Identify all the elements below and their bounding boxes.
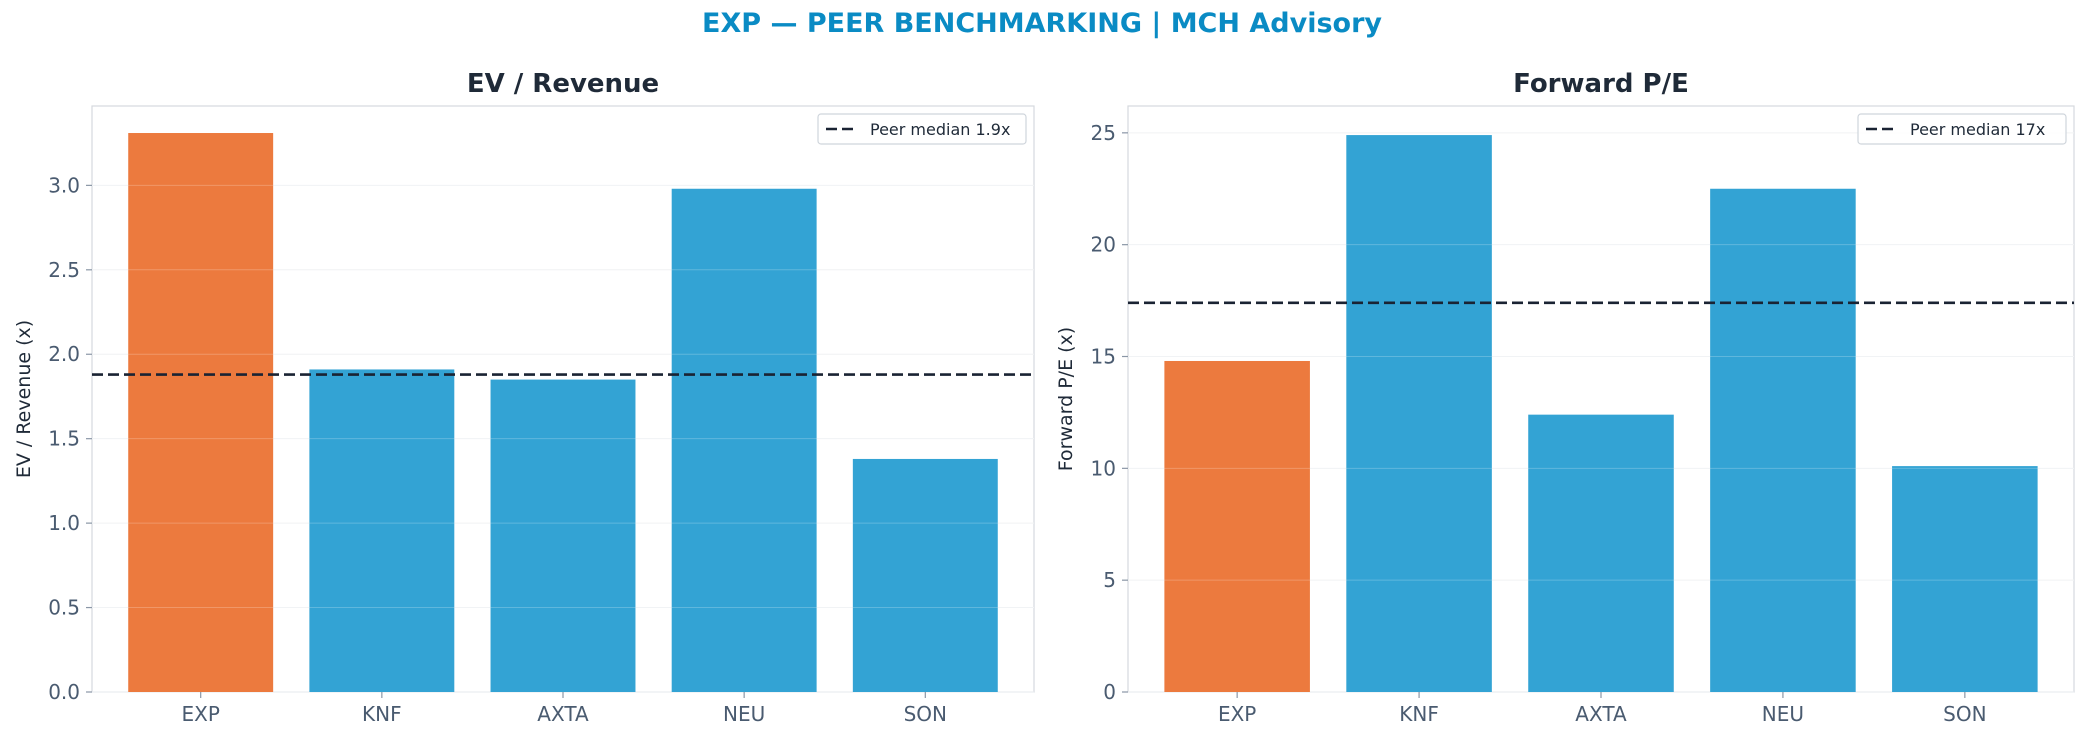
panel-2-ytick-label: 15 — [1091, 345, 1116, 369]
panel-2-xtick-label: SON — [1943, 702, 1986, 726]
panel-1-xtick-label: KNF — [362, 702, 402, 726]
panel-1-xtick-label: SON — [904, 702, 947, 726]
panel-1-bar-knf — [309, 369, 455, 692]
panel-1-xtick-label: EXP — [181, 702, 219, 726]
panel-1-ytick-label: 0.5 — [48, 596, 80, 620]
panel-2-xtick-label: AXTA — [1575, 702, 1627, 726]
panel-2-ylabel: Forward P/E (x) — [1055, 327, 1077, 471]
panel-1-xtick-label: AXTA — [537, 702, 589, 726]
panel-2-bar-axta — [1528, 414, 1674, 692]
panel-2-xtick-label: EXP — [1218, 702, 1256, 726]
panel-2-bar-knf — [1346, 135, 1492, 692]
panel-1-ytick-label: 2.0 — [48, 342, 80, 366]
panel-2-xtick-label: NEU — [1762, 702, 1804, 726]
panel-1-legend — [817, 113, 1027, 145]
panel-2-bar-neu — [1710, 188, 1856, 692]
panel-1-legend-label: Peer median 1.9x — [870, 120, 1010, 139]
panel-1-ytick-label: 0.0 — [48, 680, 80, 704]
panel-2-ytick-label: 0 — [1103, 680, 1116, 704]
panel-2-xtick-label: KNF — [1399, 702, 1439, 726]
panel-2-bar-son — [1892, 466, 2038, 692]
panel-1-ytick-label: 1.0 — [48, 511, 80, 535]
panel-2-title: Forward P/E — [1513, 69, 1689, 99]
panel-2-legend-label: Peer median 17x — [1910, 120, 2045, 139]
panel-1-bar-exp — [128, 133, 274, 693]
panel-1-ytick-label: 3.0 — [48, 173, 80, 197]
panel-1-xtick-label: NEU — [723, 702, 765, 726]
panel-1-ytick-label: 2.5 — [48, 258, 80, 282]
panel-1-title: EV / Revenue — [467, 69, 659, 99]
panel-1-ylabel: EV / Revenue (x) — [13, 320, 35, 478]
panel-2-bar-exp — [1164, 360, 1310, 692]
panel-2-ytick-label: 10 — [1091, 456, 1116, 480]
panel-2-ytick-label: 20 — [1091, 233, 1116, 257]
panel-2-ytick-label: 25 — [1091, 121, 1116, 145]
panel-2-ytick-label: 5 — [1103, 568, 1116, 592]
panel-1-bar-son — [852, 458, 998, 692]
figure-title: EXP — PEER BENCHMARKING | MCH Advisory — [702, 8, 1382, 39]
panel-2-legend — [1857, 113, 2067, 145]
panel-1-bar-neu — [671, 188, 817, 693]
panel-1-ytick-label: 1.5 — [48, 427, 80, 451]
panel-1-bar-axta — [490, 379, 636, 692]
